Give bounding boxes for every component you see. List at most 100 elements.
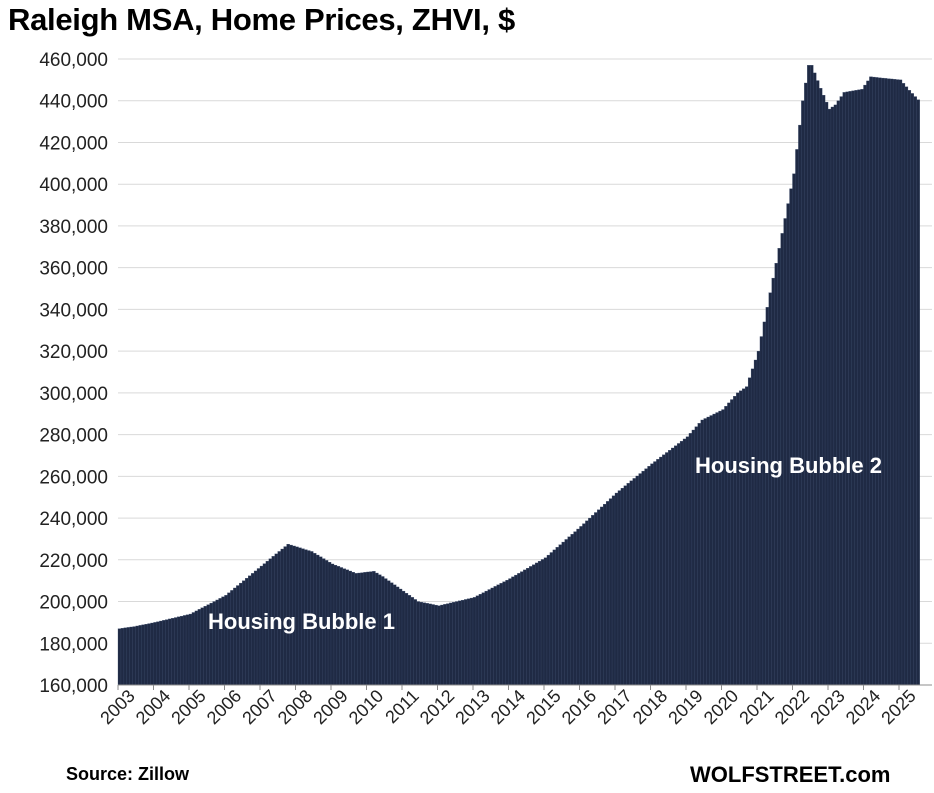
y-tick-labels: 160,000 180,000 200,000 220,000 240,000 260,0… xyxy=(39,50,108,697)
bar xyxy=(892,79,897,686)
bar xyxy=(481,592,486,686)
bar xyxy=(452,602,456,686)
bar xyxy=(458,600,462,686)
bar xyxy=(824,101,829,686)
bar xyxy=(576,528,580,686)
bar xyxy=(671,447,675,686)
bar xyxy=(839,96,843,686)
bar xyxy=(783,218,787,686)
bar xyxy=(168,618,172,686)
y-tick-label: 460,000 xyxy=(39,50,108,71)
bar xyxy=(463,599,468,686)
bar xyxy=(159,620,163,686)
bar xyxy=(821,95,826,686)
bar xyxy=(431,604,435,686)
bar xyxy=(191,612,196,686)
bar xyxy=(200,607,204,686)
bar xyxy=(540,559,545,686)
bar xyxy=(845,91,849,686)
bar xyxy=(733,396,737,686)
bar xyxy=(878,77,882,686)
bar xyxy=(177,616,181,686)
y-tick-label: 380,000 xyxy=(39,217,108,238)
bar xyxy=(688,433,693,686)
bar xyxy=(466,598,471,686)
bar xyxy=(532,564,536,686)
bar xyxy=(656,459,660,686)
bar xyxy=(724,406,728,686)
bar xyxy=(747,377,752,686)
bar xyxy=(887,78,891,686)
bar xyxy=(597,509,601,686)
bar xyxy=(866,80,870,686)
bar xyxy=(150,622,154,686)
bar xyxy=(117,628,122,686)
bar xyxy=(171,618,175,686)
x-tick-label: 2020 xyxy=(700,686,742,728)
bar xyxy=(857,89,861,686)
bar xyxy=(410,597,415,686)
bar xyxy=(162,620,166,686)
bar xyxy=(123,627,128,686)
bar xyxy=(573,531,577,686)
bar xyxy=(138,625,142,686)
bar xyxy=(505,579,509,686)
bar xyxy=(863,84,867,686)
y-tick-label: 420,000 xyxy=(39,133,108,154)
bar xyxy=(830,106,835,686)
bar xyxy=(860,89,864,686)
bar xyxy=(901,83,906,686)
bar xyxy=(534,562,539,686)
x-tick-label: 2007 xyxy=(238,686,280,728)
bar xyxy=(537,561,542,686)
x-tick-label: 2006 xyxy=(203,686,245,728)
bar xyxy=(520,571,524,686)
bar xyxy=(623,485,628,686)
bar xyxy=(904,86,909,686)
bar xyxy=(842,92,846,686)
x-tick-label: 2009 xyxy=(309,686,351,728)
bar xyxy=(144,624,148,686)
x-tick-label: 2008 xyxy=(274,686,316,728)
bar xyxy=(227,592,231,686)
bar xyxy=(493,586,497,686)
bar xyxy=(555,547,559,686)
bar xyxy=(665,452,669,686)
bar xyxy=(768,292,772,686)
bar xyxy=(591,515,595,686)
bar xyxy=(617,490,622,686)
bar xyxy=(179,615,184,686)
bar xyxy=(141,624,145,686)
x-tick-label: 2012 xyxy=(416,686,458,728)
y-tick-label: 280,000 xyxy=(39,426,108,447)
bar xyxy=(605,501,610,686)
bar xyxy=(165,619,169,686)
y-tick-label: 180,000 xyxy=(39,634,108,655)
bar xyxy=(449,602,453,686)
bar xyxy=(523,569,527,686)
bar xyxy=(653,461,657,686)
bar xyxy=(759,336,764,686)
bar-series xyxy=(117,65,920,686)
bar xyxy=(614,492,619,686)
bar xyxy=(588,517,592,686)
bar xyxy=(801,100,805,686)
bar xyxy=(872,76,876,686)
bar xyxy=(721,409,725,686)
bar xyxy=(762,321,767,686)
bar xyxy=(910,93,914,686)
bar xyxy=(558,544,562,686)
bar xyxy=(422,602,426,686)
bar xyxy=(132,626,136,686)
bar xyxy=(185,614,190,686)
bar xyxy=(579,526,583,686)
bar xyxy=(561,541,565,686)
chart-title: Raleigh MSA, Home Prices, ZHVI, $ xyxy=(8,2,515,37)
bar xyxy=(632,478,636,686)
bar xyxy=(496,584,500,686)
bar xyxy=(635,475,639,686)
bar xyxy=(659,456,663,686)
bar xyxy=(869,76,873,686)
bar xyxy=(854,90,858,686)
bar xyxy=(236,585,240,686)
